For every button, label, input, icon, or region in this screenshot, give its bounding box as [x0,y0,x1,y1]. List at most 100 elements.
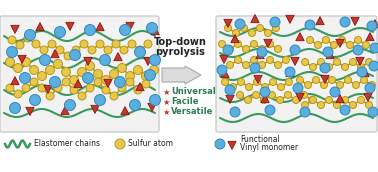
Circle shape [6,57,14,67]
Circle shape [88,46,96,54]
Circle shape [25,30,36,40]
Circle shape [368,107,378,117]
Circle shape [361,77,367,83]
Polygon shape [291,57,299,66]
Circle shape [217,65,227,75]
Circle shape [285,67,295,77]
Circle shape [262,83,268,90]
Circle shape [321,82,327,89]
Circle shape [94,94,105,105]
Polygon shape [231,35,239,43]
FancyArrow shape [162,66,201,84]
Circle shape [245,96,251,104]
Polygon shape [371,19,378,28]
Circle shape [222,78,228,85]
Circle shape [234,40,242,47]
Circle shape [314,41,322,49]
Circle shape [102,86,110,94]
Circle shape [333,58,341,66]
Circle shape [86,84,94,92]
Circle shape [14,90,22,98]
Circle shape [93,69,102,78]
Circle shape [358,96,364,104]
Circle shape [293,83,303,93]
Circle shape [119,24,130,35]
Circle shape [144,40,152,48]
Circle shape [115,139,125,149]
Circle shape [358,63,364,71]
Circle shape [325,96,333,104]
Polygon shape [151,26,159,35]
Circle shape [56,46,64,54]
Circle shape [102,76,110,84]
Circle shape [347,41,353,49]
Polygon shape [96,23,104,31]
Polygon shape [256,51,264,59]
Circle shape [130,99,141,110]
Circle shape [257,24,263,31]
Circle shape [366,101,372,109]
Polygon shape [261,94,269,103]
Circle shape [80,40,88,48]
Polygon shape [11,77,19,85]
Circle shape [218,40,226,47]
Circle shape [301,92,307,99]
Polygon shape [251,14,259,23]
Circle shape [266,40,274,47]
Circle shape [253,92,260,99]
Polygon shape [144,57,152,66]
Polygon shape [84,57,92,66]
Circle shape [40,46,48,54]
Circle shape [325,63,333,71]
Circle shape [144,69,155,80]
Circle shape [340,17,350,27]
Circle shape [296,77,304,83]
Circle shape [266,56,274,63]
Polygon shape [321,75,329,83]
Text: ★: ★ [162,88,169,96]
Circle shape [243,46,249,52]
Circle shape [302,58,308,66]
Polygon shape [114,52,122,61]
Polygon shape [296,93,304,101]
Circle shape [341,96,349,104]
Text: Functional: Functional [240,136,280,144]
Circle shape [273,24,279,31]
Text: Facile: Facile [171,98,198,106]
Circle shape [72,46,80,54]
Text: Sulfur atom: Sulfur atom [128,139,173,148]
Polygon shape [286,15,294,24]
Circle shape [142,80,150,88]
Circle shape [141,72,150,80]
Polygon shape [11,25,19,34]
Circle shape [110,92,118,100]
Circle shape [290,45,300,55]
Circle shape [96,40,104,48]
Circle shape [48,40,56,48]
Circle shape [29,66,39,74]
Polygon shape [121,106,129,115]
Polygon shape [326,51,334,59]
Polygon shape [51,50,59,58]
Circle shape [45,66,54,74]
Circle shape [237,78,245,85]
Circle shape [94,78,102,86]
Circle shape [260,96,268,104]
Circle shape [300,107,310,117]
Circle shape [367,21,377,31]
Polygon shape [136,83,144,91]
Circle shape [305,20,315,30]
Circle shape [54,60,62,68]
Circle shape [6,84,14,92]
Circle shape [62,78,70,86]
Circle shape [318,101,324,109]
Circle shape [259,46,265,52]
Circle shape [307,36,313,44]
Polygon shape [356,57,364,66]
Circle shape [277,83,285,90]
Circle shape [310,63,316,71]
Circle shape [344,77,352,83]
Circle shape [234,56,242,63]
Circle shape [30,78,38,86]
Circle shape [274,46,282,52]
